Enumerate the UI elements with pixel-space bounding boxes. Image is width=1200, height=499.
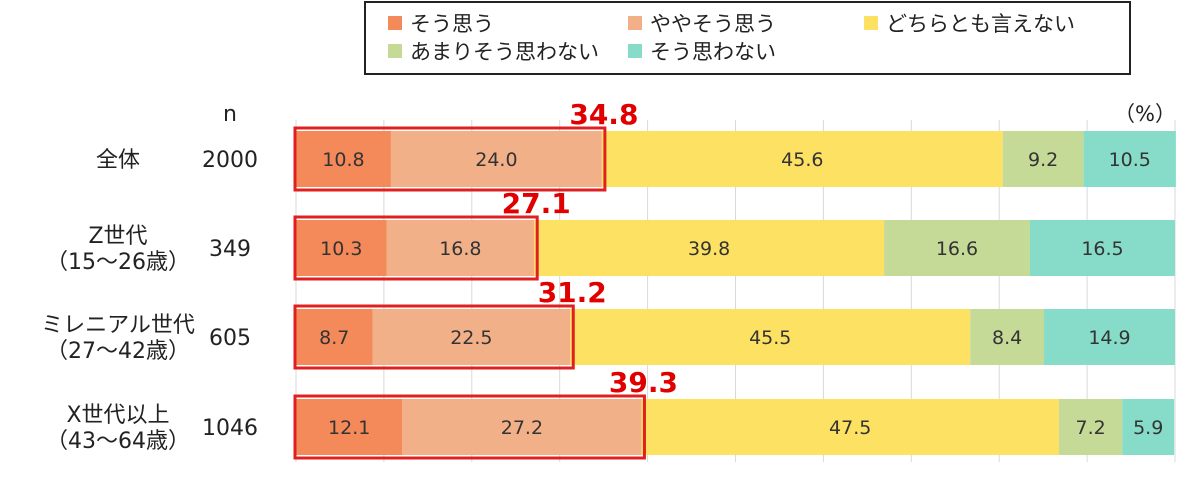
data-label: 16.6 — [936, 238, 978, 260]
bar-segment — [1083, 131, 1176, 187]
bars-layer — [293, 126, 1176, 460]
category-label: X世代以上 — [66, 403, 169, 428]
legend-box — [364, 1, 1131, 75]
n-header: n — [223, 102, 237, 127]
highlight-box — [293, 394, 646, 460]
data-label: 16.8 — [439, 238, 481, 260]
highlight-box — [293, 215, 539, 281]
legend-swatch — [628, 16, 642, 30]
category-label: 全体 — [96, 148, 140, 173]
category-label: （43〜64歳） — [46, 429, 190, 454]
bar-segment — [296, 309, 373, 365]
bar-segment — [570, 309, 971, 365]
legend-swatch — [388, 16, 402, 30]
bar-segment — [296, 131, 391, 187]
category-label: （27〜42歳） — [46, 339, 190, 364]
data-label: 24.0 — [475, 149, 517, 171]
data-label: 7.2 — [1076, 417, 1106, 439]
labels-layer: 10.8 24.0 45.6 9.2 10.5 34.8 全体 2000 10.3 16.8 39.… — [41, 98, 1163, 454]
highlight-total-label: 27.1 — [502, 187, 571, 220]
data-label: 27.2 — [501, 417, 543, 439]
bar-segment — [1029, 220, 1175, 276]
bar-segment — [534, 220, 885, 276]
data-label: 12.1 — [328, 417, 370, 439]
legend-entry: そう思う — [410, 12, 494, 36]
data-label: 8.4 — [992, 327, 1022, 349]
bar-segment — [641, 399, 1059, 455]
data-label: 10.3 — [320, 238, 362, 260]
data-label: 10.8 — [322, 149, 364, 171]
data-label: 9.2 — [1028, 149, 1058, 171]
data-label: 10.5 — [1109, 149, 1151, 171]
data-label: 14.9 — [1088, 327, 1130, 349]
data-label: 5.9 — [1133, 417, 1163, 439]
bar-segment — [1058, 399, 1123, 455]
legend-entry: そう思わない — [650, 40, 776, 64]
data-label: 47.5 — [829, 417, 871, 439]
unit-label: （%） — [1114, 102, 1176, 126]
category-label: （15〜26歳） — [46, 250, 190, 275]
n-value: 2000 — [202, 148, 258, 173]
legend-swatch — [628, 44, 642, 58]
highlight-total-label: 31.2 — [538, 276, 607, 309]
highlight-box — [293, 304, 575, 370]
data-label: 45.6 — [781, 149, 823, 171]
bar-segment — [372, 309, 571, 365]
legend-entry: どちらとも言えない — [886, 12, 1075, 36]
n-value: 1046 — [202, 416, 258, 441]
highlight-total-label: 39.3 — [609, 366, 678, 399]
highlight-total-label: 34.8 — [569, 98, 638, 131]
n-value: 349 — [209, 237, 251, 262]
legend-entry: あまりそう思わない — [410, 40, 599, 64]
bar-segment — [970, 309, 1045, 365]
bar-segment — [386, 220, 535, 276]
highlight-box — [293, 126, 607, 192]
bar-segment — [1002, 131, 1084, 187]
bar-segment — [1122, 399, 1175, 455]
bar-segment — [296, 220, 387, 276]
bar-segment — [296, 399, 403, 455]
bar-segment — [1044, 309, 1175, 365]
legend-swatch — [864, 16, 878, 30]
n-value: 605 — [209, 326, 251, 351]
data-label: 22.5 — [450, 327, 492, 349]
data-label: 39.8 — [688, 238, 730, 260]
bar-segment — [402, 399, 642, 455]
bar-segment — [884, 220, 1030, 276]
bar-segment — [601, 131, 1003, 187]
data-label: 45.5 — [749, 327, 791, 349]
legend-entry: ややそう思う — [650, 12, 776, 36]
category-label: Z世代 — [88, 224, 147, 249]
data-label: 8.7 — [319, 327, 349, 349]
legend-swatch — [388, 44, 402, 58]
category-label: ミレニアル世代 — [41, 313, 195, 338]
bar-segment — [390, 131, 602, 187]
data-label: 16.5 — [1081, 238, 1123, 260]
